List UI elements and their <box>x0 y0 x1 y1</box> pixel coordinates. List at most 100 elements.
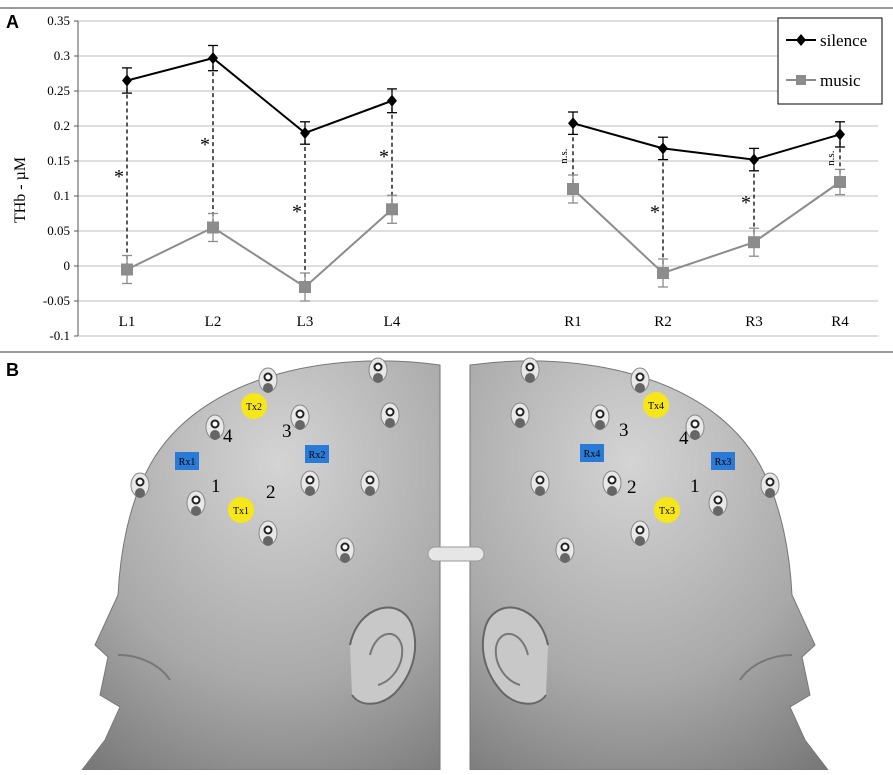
right-channel-4: 4 <box>679 428 689 449</box>
left-head <box>80 360 441 771</box>
optode-holder <box>340 553 350 563</box>
optode-holder <box>135 488 145 498</box>
optode-holder <box>607 475 617 485</box>
tx1-label: Tx1 <box>233 506 249 517</box>
optode-holder <box>535 475 545 485</box>
optode-holder <box>295 409 305 419</box>
x-tick-label-l2: L2 <box>205 314 222 330</box>
optode-holder <box>295 420 305 430</box>
left-channel-1: 1 <box>211 476 221 497</box>
tx3-label: Tx3 <box>659 506 675 517</box>
y-tick-label: -0.1 <box>49 328 70 343</box>
significance-marker: * <box>379 146 389 168</box>
left-channel-3: 3 <box>282 421 292 442</box>
rx1-marker <box>175 452 199 470</box>
left-channel-2: 2 <box>266 482 276 503</box>
tx1-marker <box>228 497 254 523</box>
data-point-music <box>299 281 311 293</box>
optode-holder <box>263 372 273 382</box>
data-point-music <box>386 203 398 216</box>
optode-holder <box>607 486 617 496</box>
optode-holder <box>690 419 700 429</box>
tx4-marker <box>643 392 669 418</box>
y-tick-label: 0.15 <box>47 153 70 168</box>
y-tick-label: 0.3 <box>54 48 70 63</box>
optode-holder <box>535 486 545 496</box>
data-point-silence <box>122 74 132 87</box>
optode-holder <box>635 525 645 535</box>
significance-marker: * <box>114 166 124 188</box>
x-tick-label-r2: R2 <box>654 314 672 330</box>
data-point-silence <box>208 52 218 65</box>
x-tick-label-r3: R3 <box>745 314 763 330</box>
significance-marker: * <box>650 202 660 224</box>
data-point-silence <box>387 94 397 107</box>
optode-holder <box>713 506 723 516</box>
right-channel-3: 3 <box>619 420 629 441</box>
x-tick-label-l4: L4 <box>384 314 401 330</box>
data-point-music <box>834 176 846 188</box>
right-channel-1: 1 <box>690 476 700 497</box>
series-line-music <box>572 181 841 275</box>
y-tick-label: 0.1 <box>54 188 70 203</box>
ns-marker: n.s. <box>825 150 837 166</box>
optode-holder <box>263 525 273 535</box>
significance-marker: * <box>200 134 210 156</box>
y-tick-label: -0.05 <box>43 293 70 308</box>
panel-a-label: A <box>6 12 19 32</box>
optode-holder <box>373 373 383 383</box>
optode-holder <box>385 418 395 428</box>
rx3-marker <box>711 452 735 470</box>
optode-holder <box>595 420 605 430</box>
optode-holder <box>263 536 273 546</box>
optode-holder <box>191 495 201 505</box>
rx4-label: Rx4 <box>584 449 601 460</box>
y-tick-label: 0.2 <box>54 118 70 133</box>
optode-holder <box>305 475 315 485</box>
data-point-music <box>657 267 669 279</box>
optode-holder <box>690 430 700 440</box>
x-tick-label-l3: L3 <box>297 314 314 330</box>
data-point-music <box>567 183 579 195</box>
optode-holder <box>305 486 315 496</box>
legend-silence-marker <box>796 34 806 46</box>
y-tick-label: 0.35 <box>47 13 70 28</box>
significance-marker: * <box>292 201 302 223</box>
rx2-marker <box>305 445 329 463</box>
data-point-music <box>121 263 133 276</box>
optode-holder <box>765 488 775 498</box>
optode-holder <box>365 486 375 496</box>
series-line-music <box>126 208 393 289</box>
optode-holder <box>135 477 145 487</box>
tx2-marker <box>241 393 267 419</box>
optode-holder <box>635 536 645 546</box>
optode-holder <box>713 495 723 505</box>
rx4-marker <box>580 444 604 462</box>
right-head <box>469 360 830 771</box>
data-point-music <box>748 236 760 249</box>
rx2-label: Rx2 <box>309 450 326 461</box>
y-tick-label: 0.25 <box>47 83 70 98</box>
legend-music-label: music <box>820 71 861 90</box>
chart: -0.1 -0.05 0 0.05 0.1 0.15 0.2 0.25 0.3 0.35 L1 L2… <box>0 7 893 353</box>
head-diagram-panel: Tx2 Tx1 Rx1 Rx2 1 2 3 4 Tx4 Tx3 Rx4 Rx3 … <box>0 355 893 771</box>
data-point-silence <box>658 142 668 155</box>
optode-holder <box>525 373 535 383</box>
x-tick-label-l1: L1 <box>119 314 136 330</box>
legend-music-marker <box>796 75 806 85</box>
rx3-label: Rx3 <box>715 457 732 468</box>
optode-holder <box>560 542 570 552</box>
optode-holder <box>515 407 525 417</box>
y-tick-label: 0.05 <box>47 223 70 238</box>
optode-holder <box>525 362 535 372</box>
tx4-label: Tx4 <box>648 401 664 412</box>
optode-holder <box>560 553 570 563</box>
optode-holder <box>765 477 775 487</box>
optode-holder <box>385 407 395 417</box>
data-point-silence <box>835 128 845 141</box>
panel-b-label: B <box>6 360 19 380</box>
optode-holder <box>191 506 201 516</box>
optode-holder <box>635 383 645 393</box>
data-point-music <box>207 221 219 234</box>
rx1-label: Rx1 <box>179 457 196 468</box>
